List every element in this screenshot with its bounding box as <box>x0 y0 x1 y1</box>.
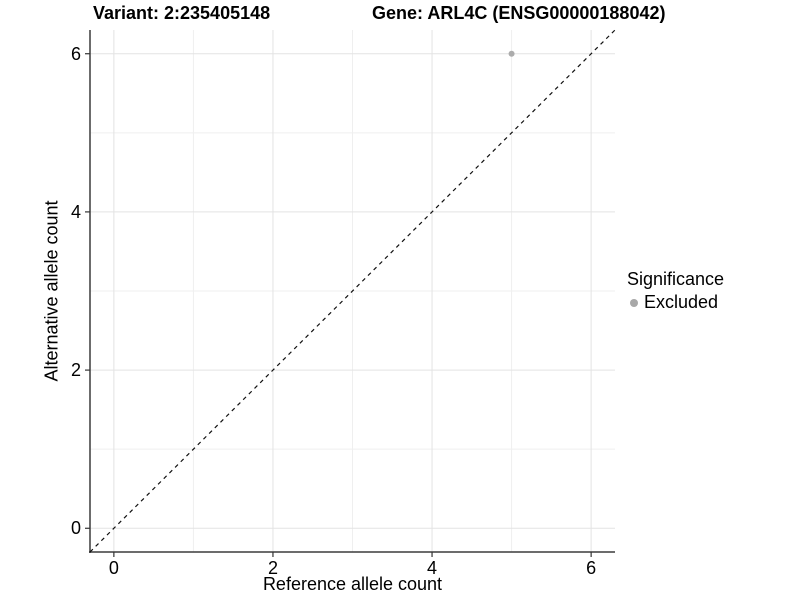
x-tick-label-0: 0 <box>108 558 119 578</box>
identity-dashed-line <box>89 29 616 553</box>
legend-title: Significance <box>627 269 725 289</box>
y-tick-label-2: 2 <box>70 360 81 381</box>
y-tick-label-6: 6 <box>70 43 81 64</box>
data-point <box>508 50 515 57</box>
x-axis-label: Reference allele count <box>262 574 443 594</box>
x-tick-label-4: 4 <box>427 558 438 578</box>
legend-entry-label: Excluded <box>644 292 719 312</box>
legend-point-icon <box>630 298 638 307</box>
x-tick-label-2: 2 <box>267 558 278 578</box>
y-tick-label-4: 4 <box>70 201 81 222</box>
plot-title-variant: Variant: 2:235405148 <box>93 3 271 23</box>
plot-title-gene: Gene: ARL4C (ENSG00000188042) <box>372 3 666 23</box>
legend: Significance Excluded <box>627 269 724 313</box>
y-axis-label: Alternative allele count <box>41 200 62 382</box>
legend-entry-excluded: Excluded <box>627 292 724 313</box>
x-tick-label-6: 6 <box>586 558 597 578</box>
y-tick-label-0: 0 <box>70 518 81 539</box>
